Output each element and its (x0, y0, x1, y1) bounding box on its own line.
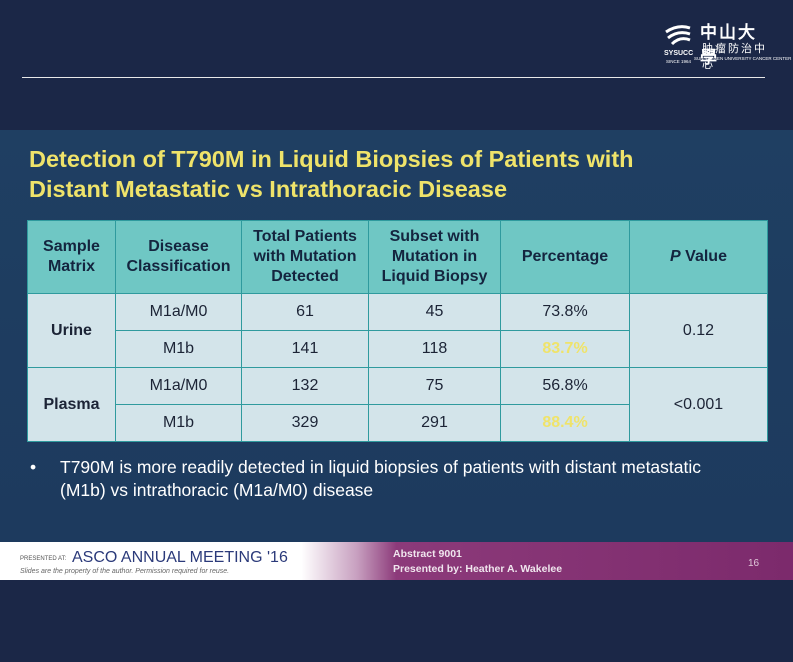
results-table: Sample Matrix Disease Classification Tot… (27, 220, 768, 442)
logo-icon (665, 25, 691, 46)
highlight-cell: 88.4% (500, 404, 630, 442)
table-row: Urine M1a/M0 61 45 73.8% 0.12 (27, 293, 768, 368)
slide-title: Detection of T790M in Liquid Biopsies of… (29, 144, 634, 204)
data-cell: M1b (115, 330, 242, 368)
table-row: M1b 329 291 88.4% (28, 404, 768, 442)
data-cell: M1a/M0 (115, 367, 242, 405)
presented-at: PRESENTED AT: (20, 556, 67, 562)
matrix-cell: Plasma (27, 367, 116, 442)
data-cell: 61 (241, 293, 369, 331)
matrix-cell: Urine (27, 293, 116, 368)
data-cell: M1a/M0 (115, 293, 242, 331)
bottom-band (0, 580, 793, 662)
header-cell: Subset with Mutation in Liquid Biopsy (368, 220, 501, 294)
logo: 中山大學 肿瘤防治中心 SYSUCC SINCE 1964 SUN YAT-SE… (664, 18, 791, 71)
data-cell: 329 (241, 404, 369, 442)
data-cell: 291 (368, 404, 501, 442)
header-text: Value (685, 248, 727, 265)
logo-name: 中山大學 (700, 23, 757, 67)
logo-since: SINCE 1964 (666, 59, 692, 64)
title-line: Detection of T790M in Liquid Biopsies of… (29, 146, 634, 172)
header-cell: Total Patients with Mutation Detected (241, 220, 369, 294)
logo-unit: 肿瘤防治中心 (702, 43, 767, 71)
bullet-text: T790M is more readily detected in liquid… (60, 457, 702, 500)
data-cell: 141 (241, 330, 369, 368)
data-cell: M1b (115, 404, 242, 442)
bullet: • T790M is more readily detected in liqui… (30, 456, 730, 502)
bullet-dot: • (30, 457, 37, 477)
meeting: ASCO ANNUAL MEETING '16 (72, 549, 288, 566)
table-row: Plasma M1a/M0 132 75 56.8% <0.001 (27, 367, 768, 442)
abstract: Abstract 9001 (393, 548, 462, 560)
page-number: 16 (748, 558, 760, 569)
p-value-cell: 0.12 (629, 293, 768, 368)
divider (22, 77, 765, 78)
slide: Detection of T790M in Liquid Biopsies of… (0, 130, 793, 542)
footer: PRESENTED AT: ASCO ANNUAL MEETING '16 Sl… (0, 542, 793, 580)
data-cell: 118 (368, 330, 501, 368)
title-line: Distant Metastatic vs Intrathoracic Dise… (29, 176, 508, 202)
header-italic: P (670, 248, 681, 265)
data-cell: 132 (241, 367, 369, 405)
header-cell: P Value (629, 220, 768, 294)
disclaimer: Slides are the property of the author. P… (20, 568, 230, 575)
logo-english: SUN YAT-SEN UNIVERSITY CANCER CENTER (694, 56, 792, 61)
table-row: M1b 141 118 83.7% (28, 330, 768, 368)
header-row: Sample Matrix Disease Classification Tot… (27, 220, 768, 294)
p-value-cell: <0.001 (629, 367, 768, 442)
data-cell: 75 (368, 367, 501, 405)
header-cell: Disease Classification (115, 220, 242, 294)
data-cell: 45 (368, 293, 501, 331)
header-cell: Sample Matrix (27, 220, 116, 294)
header-cell: Percentage (500, 220, 630, 294)
data-cell: 56.8% (500, 367, 630, 405)
header-band: 中山大學 肿瘤防治中心 SYSUCC SINCE 1964 SUN YAT-SE… (0, 0, 793, 130)
logo-abbr: SYSUCC (664, 50, 694, 57)
highlight-cell: 83.7% (500, 330, 630, 368)
presenter: Presented by: Heather A. Wakelee (393, 563, 563, 575)
data-cell: 73.8% (500, 293, 630, 331)
